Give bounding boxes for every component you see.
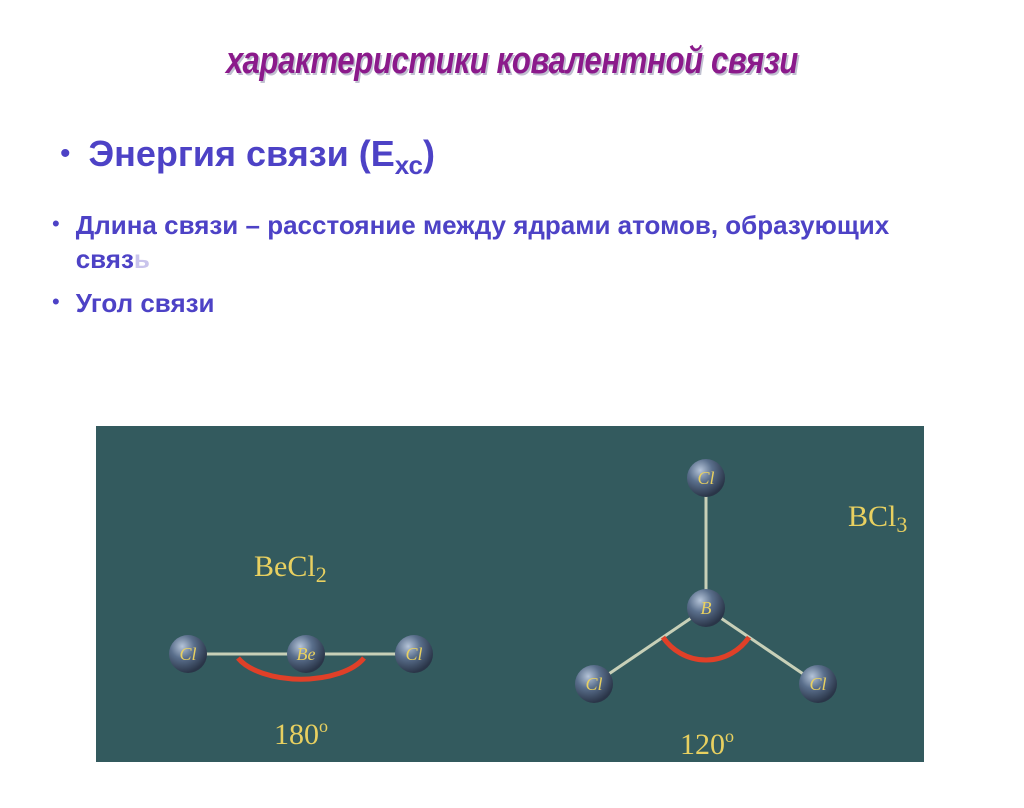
diagram-svg: Cl Be Cl BeCl2 180o B Cl Cl Cl BCl3 120o <box>96 426 924 762</box>
svg-text:Be: Be <box>297 644 316 664</box>
bullet-group-1: • Энергия связи (Ехс) <box>60 133 1024 181</box>
bullet-text: Угол связи <box>76 287 215 321</box>
energy-prefix: Энергия связи (Е <box>89 133 395 174</box>
bullet-dot: • <box>60 137 71 171</box>
bullet-dot: • <box>52 211 60 237</box>
length-pale: ь <box>134 244 150 274</box>
svg-text:120o: 120o <box>680 726 734 761</box>
bullet-text: Длина связи – расстояние между ядрами ат… <box>76 209 906 277</box>
bullet-item-energy: • Энергия связи (Ехс) <box>60 133 1024 181</box>
bullet-item-angle: • Угол связи <box>52 287 1024 321</box>
svg-text:B: B <box>701 598 712 618</box>
svg-text:BeCl2: BeCl2 <box>254 550 327 587</box>
length-bold: Длина связи <box>76 210 239 240</box>
bullet-text: Энергия связи (Ехс) <box>89 133 436 181</box>
svg-text:180o: 180o <box>274 716 328 751</box>
svg-text:Cl: Cl <box>179 644 196 664</box>
slide-title: характеристики ковалентной связи <box>92 40 932 83</box>
svg-text:Cl: Cl <box>809 674 826 694</box>
svg-text:Cl: Cl <box>697 468 714 488</box>
svg-text:BCl3: BCl3 <box>848 500 907 537</box>
energy-sub: хс <box>395 150 423 180</box>
bullet-dot: • <box>52 289 60 315</box>
bullet-item-length: • Длина связи – расстояние между ядрами … <box>52 209 1024 277</box>
molecule-diagram: Cl Be Cl BeCl2 180o B Cl Cl Cl BCl3 120o <box>96 426 924 762</box>
bullet-group-2: • Длина связи – расстояние между ядрами … <box>52 209 1024 320</box>
energy-suffix: ) <box>423 133 435 174</box>
svg-text:Cl: Cl <box>405 644 422 664</box>
svg-text:Cl: Cl <box>585 674 602 694</box>
